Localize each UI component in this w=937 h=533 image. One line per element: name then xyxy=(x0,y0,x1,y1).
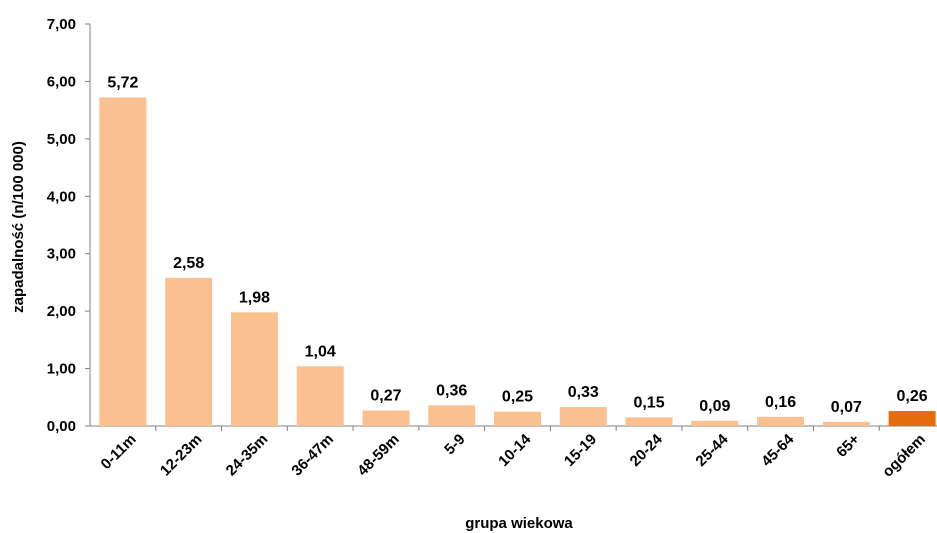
bar-25-44 xyxy=(691,420,739,426)
data-label: 0,26 xyxy=(897,388,928,405)
data-label: 0,25 xyxy=(502,389,533,406)
bars xyxy=(99,97,936,426)
bar-20-24 xyxy=(625,417,673,426)
data-label: 5,72 xyxy=(107,75,138,92)
bar-12-23m xyxy=(165,277,213,426)
x-tick-label: 0-11m xyxy=(98,431,140,473)
bar-36-47m xyxy=(296,366,344,426)
data-label: 1,04 xyxy=(305,343,336,360)
data-labels: 5,72 2,58 1,98 1,04 0,27 0,36 0,25 0,33 0,15 0,09… xyxy=(107,75,927,416)
data-label: 0,16 xyxy=(765,394,796,411)
x-tick-label: 24-35m xyxy=(223,431,272,480)
y-axis-ticks: 0,00 1,00 2,00 3,00 4,00 5,00 6,00 7,00 xyxy=(47,16,90,435)
bar-10-14 xyxy=(494,411,541,426)
x-tick-label: 15-19 xyxy=(561,431,600,470)
data-label: 0,15 xyxy=(633,394,664,411)
x-tick-label: 25-44 xyxy=(692,430,732,470)
bar-15-19 xyxy=(559,407,607,426)
data-label: 0,33 xyxy=(568,384,599,401)
data-label: 2,58 xyxy=(173,255,204,272)
bar-0-11m xyxy=(99,97,147,426)
x-tick-label: 12-23m xyxy=(157,431,206,480)
y-tick-label: 2,00 xyxy=(47,303,76,320)
y-tick-label: 3,00 xyxy=(47,246,76,263)
x-tick-label: 20-24 xyxy=(627,430,667,470)
y-tick-label: 5,00 xyxy=(47,131,76,148)
data-label: 0,09 xyxy=(699,398,730,415)
x-tick-label: 5-9 xyxy=(441,431,468,458)
y-tick-label: 1,00 xyxy=(47,361,76,378)
bar-5-9 xyxy=(428,405,476,426)
data-label: 0,36 xyxy=(436,382,467,399)
y-tick-label: 6,00 xyxy=(47,73,76,90)
bar-65+ xyxy=(822,421,870,426)
x-axis-tick-labels: 0-11m 12-23m 24-35m 36-47m 48-59m 5-9 10-14 15-… xyxy=(98,426,929,481)
data-label: 0,27 xyxy=(370,387,401,404)
y-axis-title: zapadalność (n/100 000) xyxy=(10,141,27,313)
y-tick-label: 7,00 xyxy=(47,16,76,33)
bar-24-35m xyxy=(230,312,278,426)
x-axis-title: grupa wiekowa xyxy=(465,515,573,532)
bar-48-59m xyxy=(362,410,410,426)
y-tick-label: 0,00 xyxy=(47,418,76,435)
x-tick-label: 36-47m xyxy=(288,431,337,480)
x-tick-label: 45-64 xyxy=(758,430,798,470)
x-tick-label: ogółem xyxy=(879,431,929,481)
x-tick-label: 10-14 xyxy=(495,430,535,470)
x-tick-label: 65+ xyxy=(833,431,863,461)
bar-ogółem xyxy=(888,411,936,426)
y-tick-label: 4,00 xyxy=(47,188,76,205)
x-tick-label: 48-59m xyxy=(354,431,403,480)
data-label: 0,07 xyxy=(831,399,862,416)
bar-45-64 xyxy=(757,416,805,426)
data-label: 1,98 xyxy=(239,289,270,306)
